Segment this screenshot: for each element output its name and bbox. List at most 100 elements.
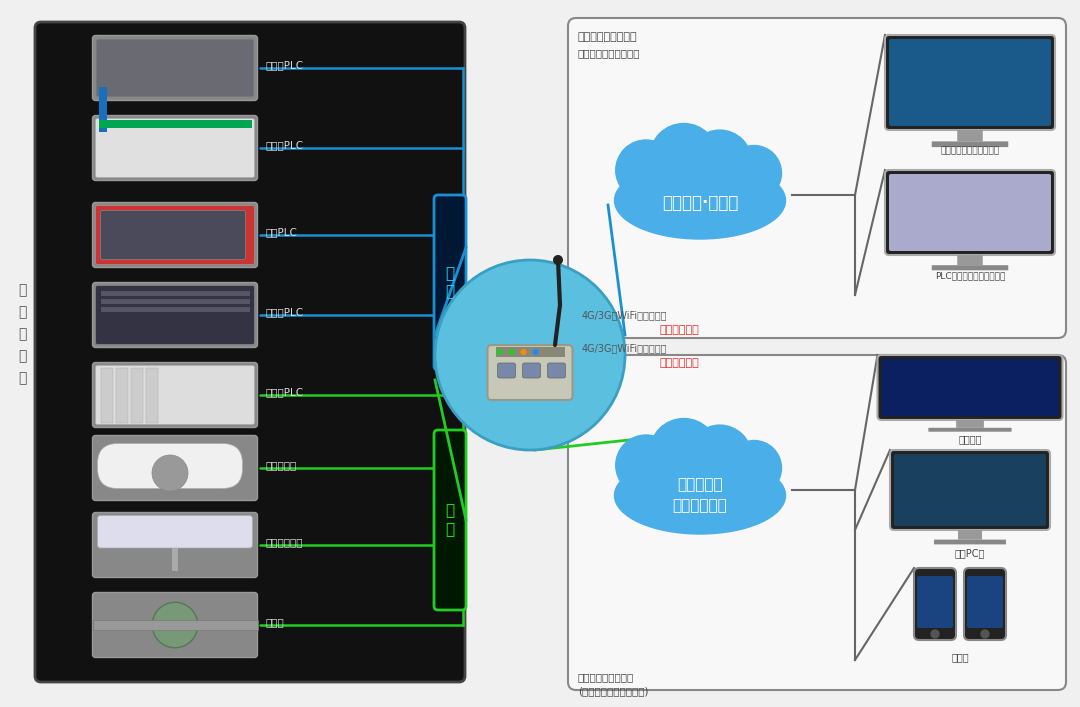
Circle shape (152, 602, 198, 648)
Circle shape (688, 425, 752, 489)
Circle shape (509, 349, 514, 355)
FancyBboxPatch shape (434, 430, 465, 610)
FancyBboxPatch shape (877, 355, 1063, 420)
FancyBboxPatch shape (93, 115, 257, 180)
FancyBboxPatch shape (93, 513, 257, 578)
FancyBboxPatch shape (93, 35, 257, 100)
Circle shape (616, 435, 676, 496)
FancyBboxPatch shape (487, 345, 572, 400)
Text: 网
口: 网 口 (445, 266, 455, 299)
Text: 理: 理 (17, 349, 26, 363)
Text: 网络摄像机: 网络摄像机 (266, 460, 297, 470)
FancyBboxPatch shape (894, 454, 1047, 526)
FancyBboxPatch shape (95, 119, 255, 177)
Text: 温湿度传感器: 温湿度传感器 (266, 537, 303, 547)
FancyBboxPatch shape (568, 355, 1066, 690)
Text: 远程监控及远程编程: 远程监控及远程编程 (578, 32, 637, 42)
Text: 西门子PLC: 西门子PLC (266, 60, 303, 70)
FancyBboxPatch shape (967, 576, 1003, 628)
FancyBboxPatch shape (97, 515, 253, 548)
FancyBboxPatch shape (917, 576, 953, 628)
Text: 欧姆龙PLC: 欧姆龙PLC (266, 307, 303, 317)
Text: 站: 站 (17, 371, 26, 385)
FancyBboxPatch shape (889, 39, 1051, 126)
Text: 设备远程维护: 设备远程维护 (660, 325, 700, 335)
Bar (100, 307, 249, 312)
FancyBboxPatch shape (93, 592, 257, 658)
FancyBboxPatch shape (929, 428, 1012, 432)
Circle shape (650, 124, 718, 192)
Text: 和利时PLC: 和利时PLC (266, 387, 303, 397)
Circle shape (688, 130, 752, 194)
FancyBboxPatch shape (100, 211, 245, 259)
FancyBboxPatch shape (35, 22, 465, 682)
Text: PLC程序远程上下载及调试: PLC程序远程上下载及调试 (935, 271, 1005, 280)
Bar (496, 347, 565, 357)
Bar (131, 368, 143, 423)
Ellipse shape (615, 162, 785, 239)
Bar (116, 368, 127, 423)
Bar (98, 119, 252, 127)
Circle shape (727, 440, 782, 496)
Bar (172, 548, 178, 571)
Circle shape (521, 349, 527, 355)
Bar (146, 368, 158, 423)
Circle shape (497, 349, 502, 355)
FancyBboxPatch shape (934, 539, 1005, 544)
Text: (趋势分析、能源计算等): (趋势分析、能源计算等) (578, 686, 648, 696)
FancyBboxPatch shape (93, 202, 257, 267)
FancyBboxPatch shape (548, 363, 566, 378)
FancyBboxPatch shape (914, 568, 956, 640)
Text: 水: 水 (17, 305, 26, 319)
Text: 处: 处 (17, 327, 26, 341)
Text: 流量计: 流量计 (266, 617, 284, 627)
Circle shape (553, 255, 563, 265)
FancyBboxPatch shape (957, 130, 983, 141)
FancyBboxPatch shape (523, 363, 540, 378)
FancyBboxPatch shape (885, 35, 1055, 130)
Circle shape (152, 455, 188, 491)
Bar (100, 368, 112, 423)
FancyBboxPatch shape (890, 450, 1050, 530)
Text: 串
口: 串 口 (445, 503, 455, 537)
Circle shape (727, 146, 782, 201)
Text: 设备数据监控: 设备数据监控 (660, 358, 700, 368)
Circle shape (931, 630, 939, 638)
FancyBboxPatch shape (956, 420, 984, 428)
Text: （基于通道远程操作）: （基于通道远程操作） (578, 48, 640, 58)
Circle shape (616, 140, 676, 201)
Text: 污: 污 (17, 283, 26, 297)
Text: 组态远程访问及远程控制: 组态远程访问及远程控制 (941, 146, 1000, 155)
Text: 大屏展示: 大屏展示 (958, 434, 982, 444)
FancyBboxPatch shape (889, 174, 1051, 251)
Text: 施耐德PLC: 施耐德PLC (266, 140, 303, 150)
FancyBboxPatch shape (498, 363, 515, 378)
FancyBboxPatch shape (881, 359, 1058, 416)
Text: 物通博联云
第三方云平台: 物通博联云 第三方云平台 (673, 477, 727, 513)
FancyBboxPatch shape (958, 530, 982, 539)
FancyBboxPatch shape (96, 40, 254, 96)
FancyBboxPatch shape (93, 363, 257, 428)
FancyBboxPatch shape (434, 195, 465, 370)
Text: 三菱PLC: 三菱PLC (266, 227, 297, 237)
Text: 数据采集及数据应用: 数据采集及数据应用 (578, 672, 634, 682)
FancyBboxPatch shape (568, 18, 1066, 338)
FancyBboxPatch shape (93, 436, 257, 501)
Bar (100, 291, 249, 296)
Circle shape (435, 260, 625, 450)
Circle shape (650, 419, 718, 486)
Text: 手机端: 手机端 (951, 652, 969, 662)
Text: 4G/3G、WiFi、有线上网: 4G/3G、WiFi、有线上网 (582, 343, 667, 353)
FancyBboxPatch shape (97, 443, 243, 489)
FancyBboxPatch shape (95, 366, 255, 424)
Text: 4G/3G、WiFi、有线上网: 4G/3G、WiFi、有线上网 (582, 310, 667, 320)
Ellipse shape (615, 457, 785, 534)
FancyBboxPatch shape (885, 170, 1055, 255)
Circle shape (532, 349, 539, 355)
Text: 电脑PC端: 电脑PC端 (955, 548, 985, 558)
Circle shape (981, 630, 989, 638)
FancyBboxPatch shape (95, 206, 255, 264)
FancyBboxPatch shape (957, 255, 983, 265)
FancyBboxPatch shape (932, 265, 1009, 270)
Bar (98, 86, 107, 132)
